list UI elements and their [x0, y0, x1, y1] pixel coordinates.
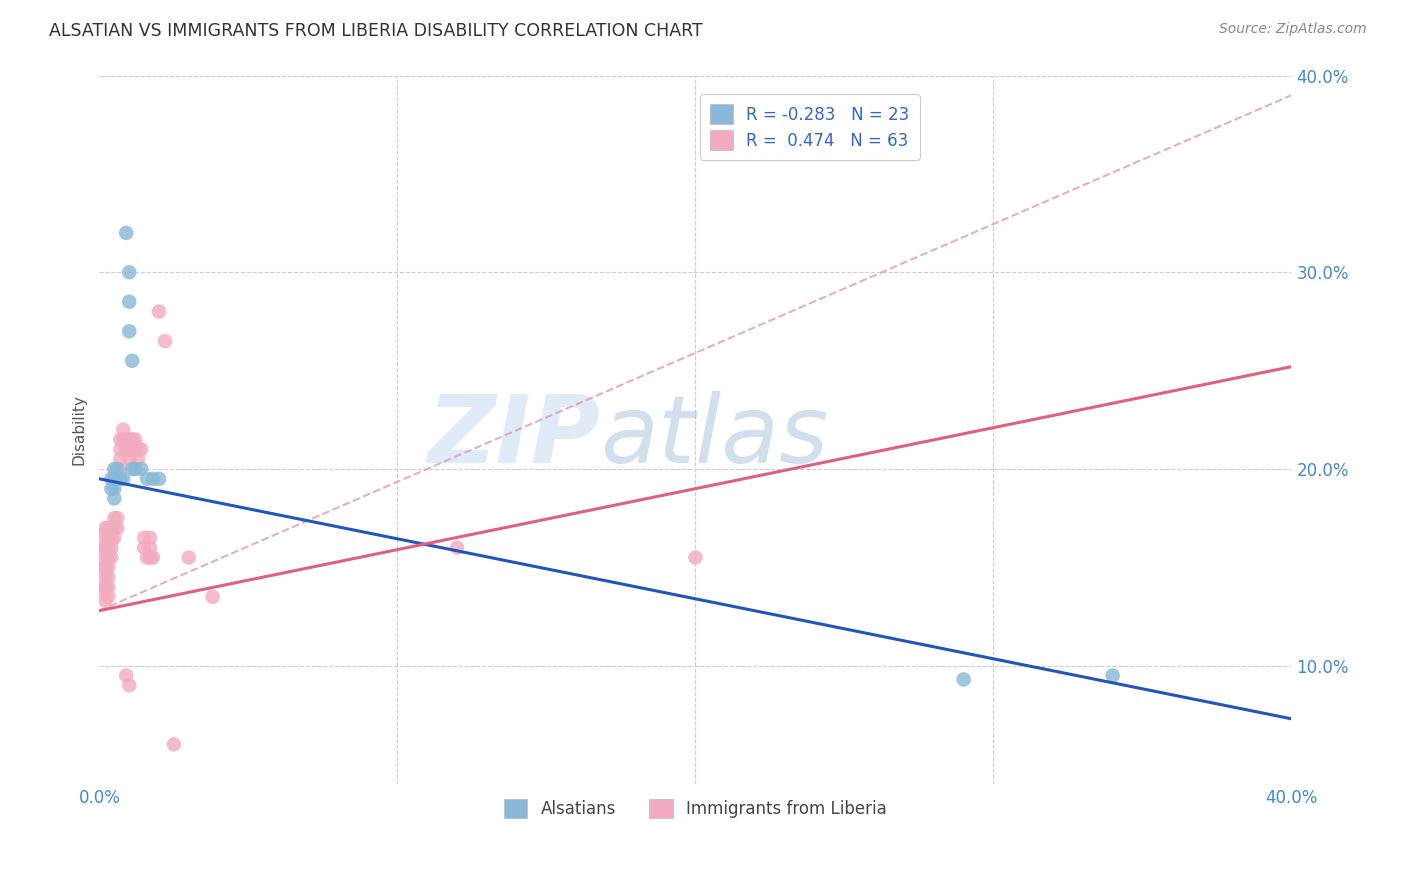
Point	[129, 462, 152, 476]
Point	[163, 738, 186, 752]
Point	[103, 472, 125, 486]
Point	[100, 472, 122, 486]
Point	[118, 433, 141, 447]
Point	[115, 668, 138, 682]
Point	[94, 560, 117, 574]
Text: ZIP: ZIP	[427, 391, 600, 483]
Point	[97, 521, 120, 535]
Point	[139, 550, 162, 565]
Point	[105, 511, 128, 525]
Point	[94, 547, 117, 561]
Point	[97, 580, 120, 594]
Point	[112, 423, 135, 437]
Point	[121, 353, 143, 368]
Point	[105, 521, 128, 535]
Point	[97, 531, 120, 545]
Point	[110, 472, 132, 486]
Point	[100, 541, 122, 555]
Point	[124, 433, 146, 447]
Point	[127, 452, 149, 467]
Point	[94, 586, 117, 600]
Point	[100, 482, 122, 496]
Point	[94, 554, 117, 568]
Text: ALSATIAN VS IMMIGRANTS FROM LIBERIA DISABILITY CORRELATION CHART: ALSATIAN VS IMMIGRANTS FROM LIBERIA DISA…	[49, 22, 703, 40]
Point	[103, 462, 125, 476]
Point	[100, 521, 122, 535]
Point	[103, 531, 125, 545]
Point	[121, 442, 143, 457]
Point	[118, 324, 141, 338]
Point	[118, 294, 141, 309]
Point	[100, 531, 122, 545]
Point	[952, 673, 974, 687]
Point	[136, 550, 159, 565]
Point	[103, 491, 125, 506]
Point	[97, 560, 120, 574]
Point	[94, 534, 117, 549]
Point	[100, 550, 122, 565]
Point	[94, 566, 117, 581]
Point	[94, 580, 117, 594]
Point	[97, 541, 120, 555]
Point	[685, 550, 707, 565]
Point	[94, 594, 117, 608]
Point	[118, 442, 141, 457]
Point	[97, 550, 120, 565]
Point	[121, 462, 143, 476]
Point	[142, 472, 165, 486]
Point	[153, 334, 176, 348]
Point	[115, 226, 138, 240]
Point	[1101, 668, 1123, 682]
Point	[110, 452, 132, 467]
Point	[177, 550, 200, 565]
Point	[121, 433, 143, 447]
Point	[118, 265, 141, 279]
Point	[139, 541, 162, 555]
Point	[115, 433, 138, 447]
Point	[446, 541, 468, 555]
Point	[105, 472, 128, 486]
Point	[136, 472, 159, 486]
Point	[110, 442, 132, 457]
Point	[127, 442, 149, 457]
Point	[124, 462, 146, 476]
Point	[124, 442, 146, 457]
Point	[129, 442, 152, 457]
Y-axis label: Disability: Disability	[72, 394, 86, 465]
Point	[97, 570, 120, 584]
Point	[201, 590, 224, 604]
Point	[110, 462, 132, 476]
Point	[134, 531, 156, 545]
Point	[118, 678, 141, 692]
Point	[110, 433, 132, 447]
Point	[139, 531, 162, 545]
Point	[94, 521, 117, 535]
Point	[103, 511, 125, 525]
Point	[115, 442, 138, 457]
Point	[148, 304, 170, 318]
Point	[134, 541, 156, 555]
Legend: Alsatians, Immigrants from Liberia: Alsatians, Immigrants from Liberia	[498, 792, 893, 825]
Point	[94, 574, 117, 588]
Point	[142, 550, 165, 565]
Point	[103, 521, 125, 535]
Point	[94, 527, 117, 541]
Point	[105, 462, 128, 476]
Point	[94, 541, 117, 555]
Point	[103, 482, 125, 496]
Point	[118, 452, 141, 467]
Point	[97, 590, 120, 604]
Point	[112, 472, 135, 486]
Text: Source: ZipAtlas.com: Source: ZipAtlas.com	[1219, 22, 1367, 37]
Text: atlas: atlas	[600, 392, 828, 483]
Point	[148, 472, 170, 486]
Point	[112, 433, 135, 447]
